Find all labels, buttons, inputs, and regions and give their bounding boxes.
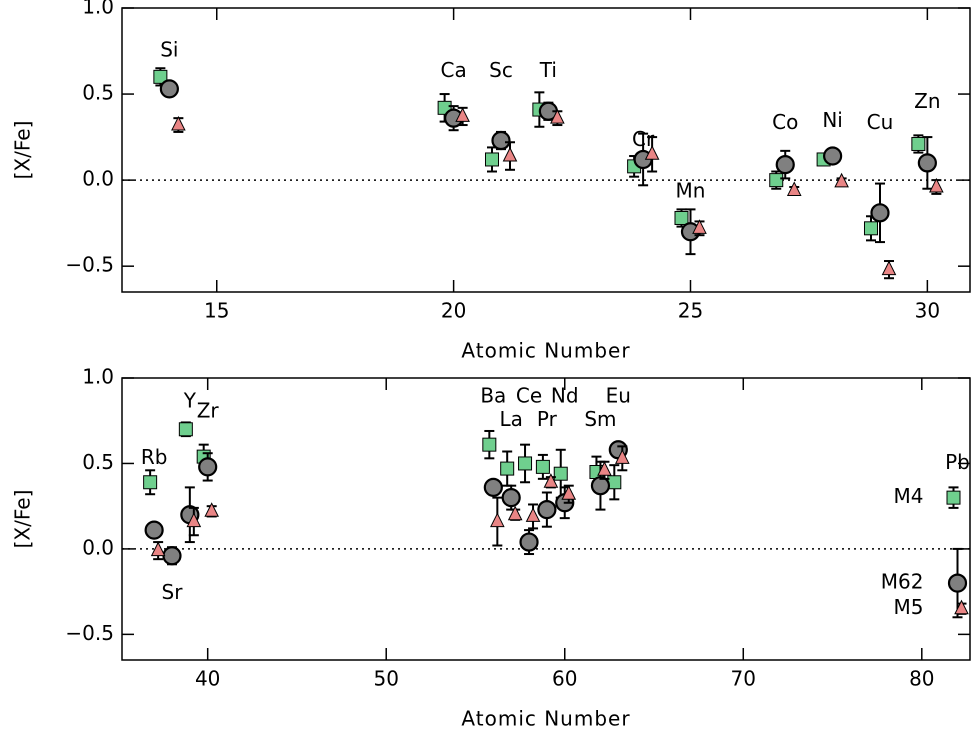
plot-frame: [121, 7, 971, 293]
y-tick-label: 0.5: [82, 450, 114, 474]
marker-circle: [917, 153, 937, 173]
marker-triangle: [150, 541, 166, 557]
y-tick-label: −0.5: [65, 621, 114, 645]
element-label: Pb: [945, 450, 970, 474]
marker-triangle: [692, 219, 707, 234]
x-tick-label: 25: [678, 299, 703, 323]
marker-square: [553, 466, 568, 481]
marker-square: [518, 456, 533, 471]
marker-square: [484, 152, 499, 167]
element-label: Co: [772, 110, 798, 134]
element-label: Nd: [551, 383, 579, 407]
element-label: Mn: [676, 179, 706, 203]
y-tick-label: 0.0: [82, 535, 114, 559]
marker-square: [863, 221, 878, 236]
y-tick-label: 0.0: [82, 167, 114, 191]
x-axis-label: Atomic Number: [461, 707, 630, 731]
marker-square: [178, 422, 193, 437]
element-label: Rb: [141, 445, 168, 469]
marker-triangle: [929, 177, 944, 193]
marker-triangle: [597, 461, 612, 476]
element-label: Sm: [584, 407, 616, 431]
y-tick-label: 1.0: [82, 0, 114, 19]
marker-triangle: [490, 512, 505, 528]
marker-square: [535, 459, 550, 474]
element-label: Ni: [822, 108, 843, 132]
x-tick-label: 15: [204, 299, 229, 323]
marker-triangle: [561, 485, 577, 500]
marker-circle: [501, 488, 521, 508]
marker-triangle: [502, 146, 518, 162]
marker-circle: [947, 573, 968, 593]
element-label: La: [499, 407, 522, 431]
element-label: Sc: [489, 58, 513, 82]
y-axis-label: [X/Fe]: [11, 490, 35, 549]
marker-circle: [823, 146, 843, 166]
marker-circle: [870, 203, 890, 223]
marker-square: [500, 461, 515, 476]
legend-label: M5: [894, 595, 924, 619]
element-label: Ba: [480, 383, 506, 407]
marker-triangle: [834, 172, 849, 188]
marker-triangle: [881, 260, 897, 276]
element-label: Ca: [441, 58, 467, 82]
marker-square: [946, 490, 961, 505]
marker-triangle: [614, 449, 630, 464]
marker-circle: [198, 457, 218, 477]
marker-square: [911, 136, 926, 151]
element-label: Pr: [537, 407, 558, 431]
element-label: Zn: [914, 89, 940, 113]
marker-square: [482, 437, 497, 452]
marker-square: [769, 173, 784, 188]
marker-triangle: [543, 473, 559, 488]
marker-triangle: [455, 107, 470, 122]
y-axis-label: [X/Fe]: [11, 121, 35, 180]
x-tick-label: 70: [731, 667, 756, 691]
x-tick-label: 40: [195, 667, 220, 691]
x-tick-label: 80: [909, 667, 934, 691]
marker-triangle: [171, 115, 186, 131]
marker-triangle: [786, 181, 802, 196]
element-label: Ti: [539, 58, 557, 82]
marker-triangle: [644, 145, 660, 160]
x-tick-label: 50: [373, 667, 398, 691]
element-label: Eu: [606, 383, 631, 407]
marker-circle: [162, 546, 182, 566]
marker-triangle: [186, 512, 202, 528]
y-tick-label: 1.0: [82, 365, 114, 389]
marker-circle: [775, 155, 795, 175]
x-tick-label: 30: [915, 299, 940, 323]
plot-frame: [121, 377, 971, 661]
element-label: Si: [160, 38, 178, 62]
legend-label: M4: [894, 484, 924, 508]
marker-square: [153, 69, 168, 84]
marker-triangle: [507, 505, 523, 521]
x-tick-label: 60: [552, 667, 577, 691]
element-label: Zr: [197, 399, 220, 423]
marker-square: [674, 210, 689, 225]
x-tick-label: 20: [441, 299, 466, 323]
marker-circle: [519, 532, 539, 552]
marker-circle: [483, 477, 503, 497]
y-tick-label: 0.5: [82, 81, 114, 105]
marker-triangle: [954, 599, 969, 615]
marker-triangle: [204, 502, 220, 517]
marker-triangle: [525, 507, 541, 522]
marker-circle: [159, 79, 179, 99]
element-label: Y: [183, 388, 197, 412]
marker-circle: [537, 500, 557, 520]
x-axis-label: Atomic Number: [461, 339, 630, 363]
element-label: Cu: [867, 110, 894, 134]
marker-square: [143, 475, 158, 490]
marker-circle: [590, 476, 611, 496]
element-label: Ce: [516, 383, 542, 407]
marker-circle: [491, 130, 511, 151]
element-label: Sr: [162, 580, 184, 604]
marker-triangle: [550, 109, 565, 124]
legend-label: M62: [881, 570, 924, 594]
marker-circle: [144, 520, 164, 540]
y-tick-label: −0.5: [65, 253, 114, 277]
